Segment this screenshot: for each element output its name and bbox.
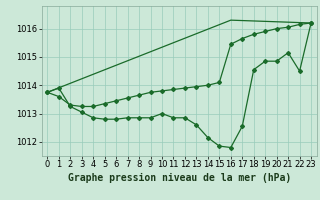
X-axis label: Graphe pression niveau de la mer (hPa): Graphe pression niveau de la mer (hPa) xyxy=(68,173,291,183)
